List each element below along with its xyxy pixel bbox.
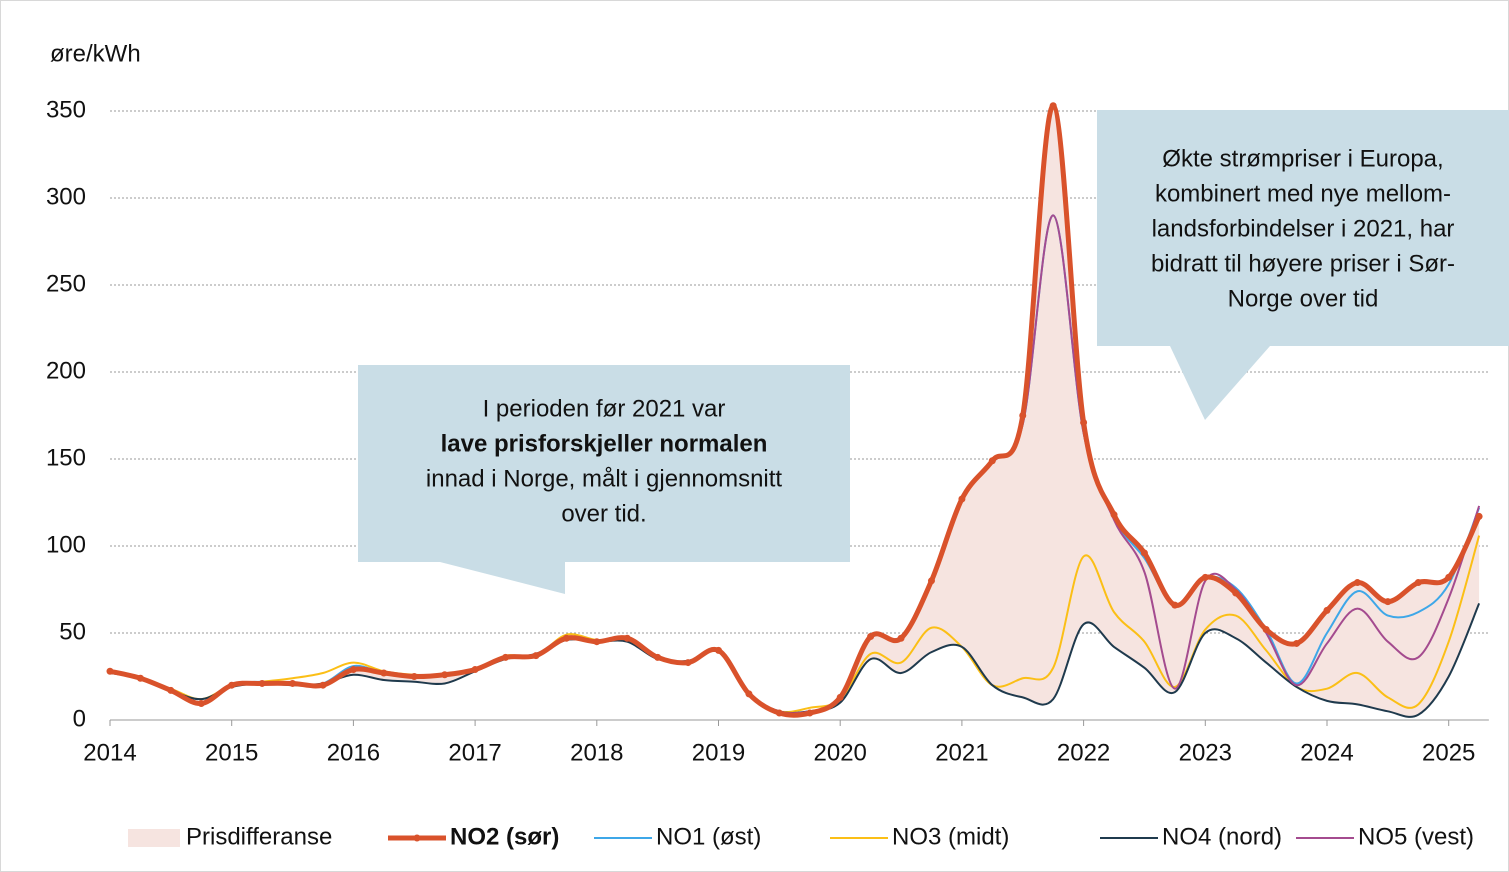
annotation-text: kombinert med nye mellom- [1155,180,1451,207]
point [532,652,540,660]
x-tick-label: 2015 [205,739,258,766]
x-tick-label: 2025 [1422,739,1475,766]
point [228,681,236,689]
point [867,632,875,640]
point [806,709,814,717]
legend-label: NO4 (nord) [1162,823,1282,850]
y-tick-label: 350 [46,96,86,123]
annotation-text: innad i Norge, målt i gjennomsnitt [426,465,783,492]
point [258,679,266,687]
x-tick-label: 2023 [1179,739,1232,766]
y-tick-label: 0 [73,705,86,732]
point [745,690,753,698]
point [897,634,905,642]
y-tick-label: 200 [46,357,86,384]
annotation-text: I perioden før 2021 var [483,395,726,422]
point [654,653,662,661]
point [927,577,935,585]
point [471,666,479,674]
point [593,638,601,646]
y-axis-label: øre/kWh [50,40,141,67]
legend-marker [413,834,421,842]
x-tick-label: 2016 [327,739,380,766]
legend-label: NO3 (midt) [892,823,1009,850]
point [441,671,449,679]
y-tick-label: 100 [46,531,86,558]
point [1262,626,1270,634]
y-tick-label: 150 [46,444,86,471]
annotation-text: landsforbindelser i 2021, har [1152,215,1455,242]
point [958,495,966,503]
point [1201,573,1209,581]
legend-label: NO1 (øst) [656,823,761,850]
point [1232,589,1240,597]
x-tick-label: 2019 [692,739,745,766]
point [167,686,175,694]
price-difference-area [110,105,1480,717]
annotation-text: lave prisforskjeller normalen [441,430,768,457]
y-tick-label: 250 [46,270,86,297]
point [319,681,327,689]
point [1171,601,1179,609]
annotation-text: over tid. [561,500,646,527]
x-tick-label: 2018 [570,739,623,766]
annotation-text: Norge over tid [1228,285,1379,312]
point [562,634,570,642]
point [1080,418,1088,426]
point [623,634,631,642]
point [1049,102,1057,110]
point [836,693,844,701]
x-tick-label: 2017 [448,739,501,766]
callout-box [358,365,850,562]
x-tick-label: 2024 [1300,739,1353,766]
point [410,673,418,680]
callout-pointer [1170,346,1270,420]
point [1384,598,1392,606]
callout-box [1097,110,1509,346]
x-tick-label: 2020 [814,739,867,766]
point [106,667,114,675]
point [289,679,297,687]
point [136,674,144,682]
point [1140,549,1148,557]
point [502,653,510,661]
point [715,646,722,654]
x-tick-label: 2021 [935,739,988,766]
legend-label: NO2 (sør) [450,823,559,850]
point [349,666,357,674]
y-tick-label: 50 [59,618,86,645]
point [684,659,692,667]
point [1293,639,1301,647]
point [775,709,783,717]
point [380,669,388,677]
point [1445,573,1453,581]
callout-pointer [440,562,565,594]
legend-label: Prisdifferanse [186,823,332,850]
legend-label: NO5 (vest) [1358,823,1474,850]
point [197,699,205,707]
x-tick-label: 2014 [83,739,136,766]
y-tick-label: 300 [46,183,86,210]
point [1019,412,1027,419]
point [1323,606,1331,614]
point [1353,579,1361,587]
point [1475,512,1483,520]
annotation-text: bidratt til høyere priser i Sør- [1151,250,1455,277]
x-tick-label: 2022 [1057,739,1110,766]
point [988,457,996,465]
annotation-text: Økte strømpriser i Europa, [1162,145,1443,172]
point [1414,579,1422,587]
series-line [109,535,1481,714]
point [1110,511,1118,519]
legend-swatch [128,829,180,847]
